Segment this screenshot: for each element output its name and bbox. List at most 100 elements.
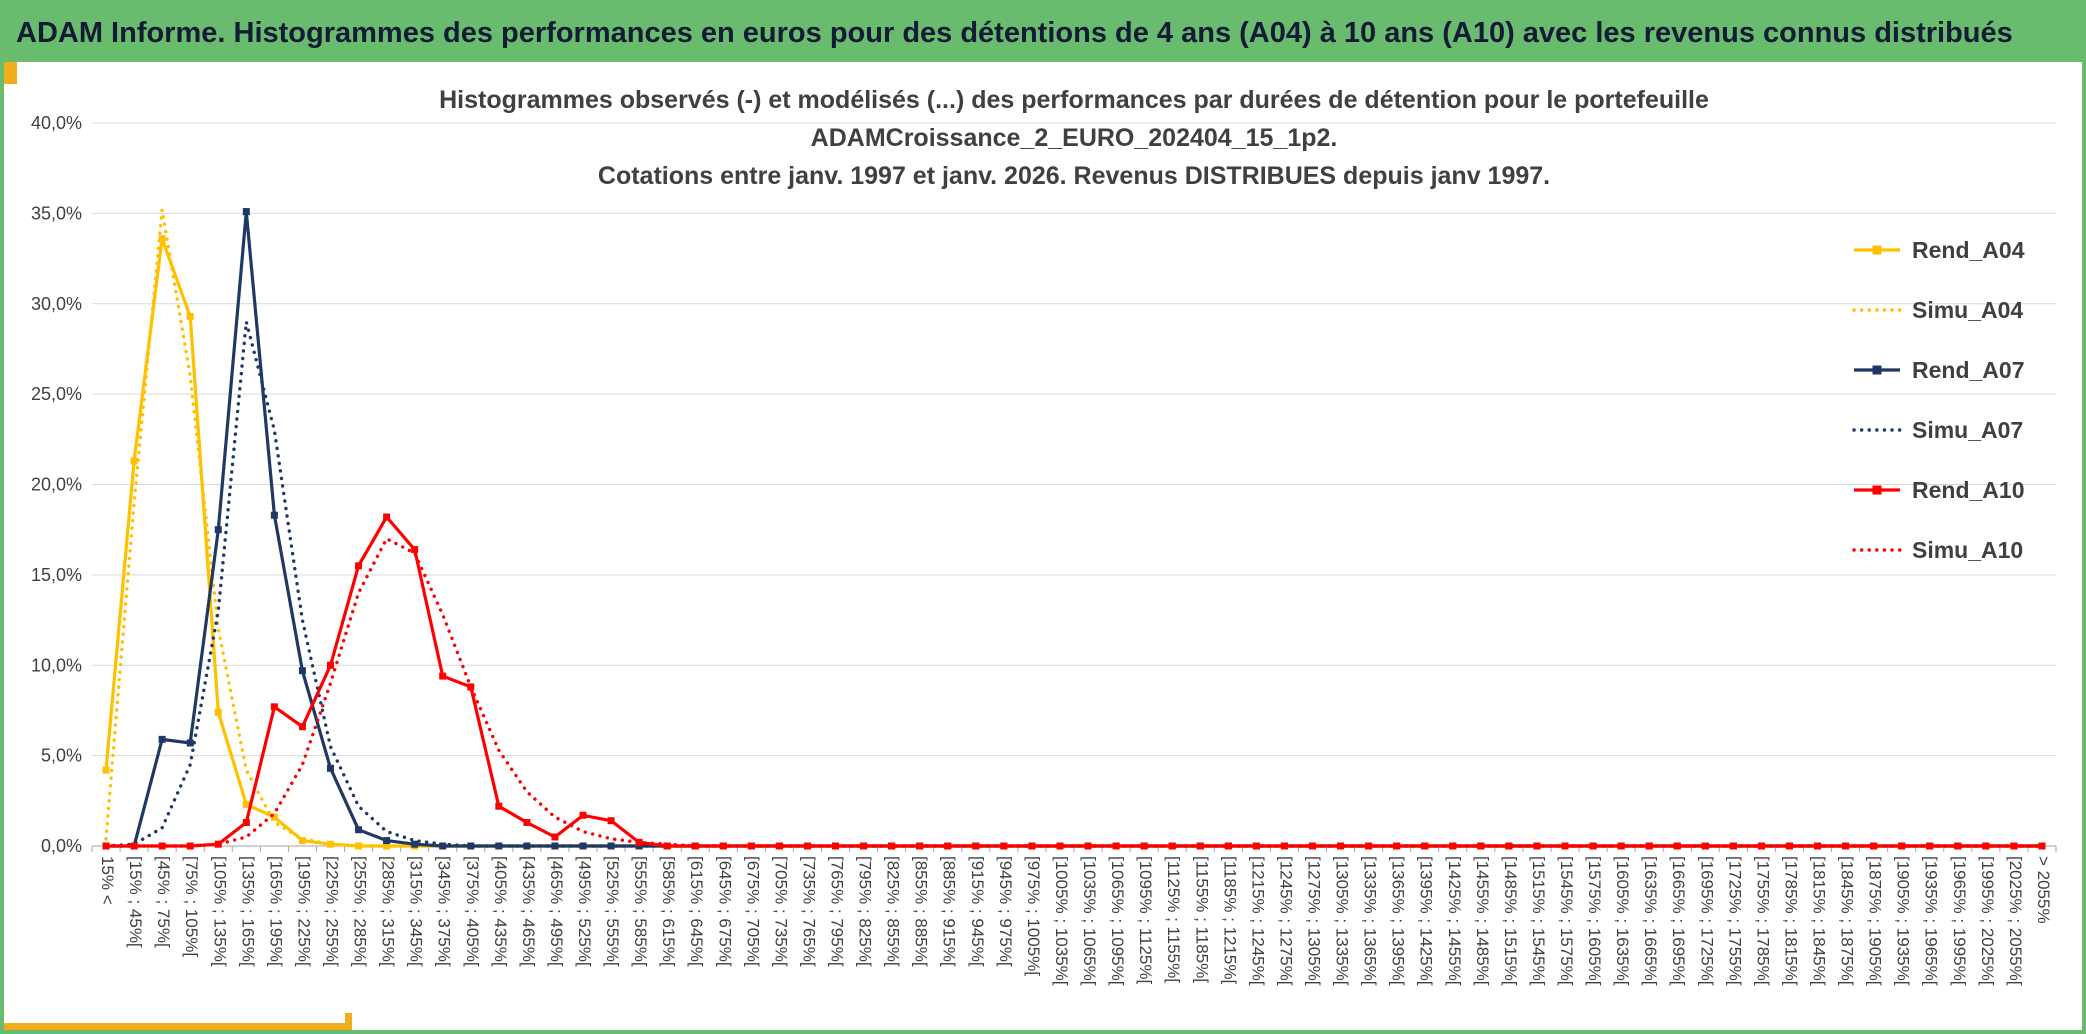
legend-item-simu_a04: Simu_A04 (1852, 297, 2023, 323)
x-tick-label: [15% ; 45%[ (126, 856, 145, 948)
chart-region: 0,0% 5,0% 10,0% 15,0% 20,0% 25,0% 30,0% 35,0% 40… (4, 62, 2082, 1030)
series-marker (158, 235, 166, 243)
x-tick-label: [1275% ; 1305%[ (1304, 856, 1323, 986)
x-tick-label: [165% ; 195%[ (266, 856, 285, 967)
x-tick-label: [855% ; 885%[ (912, 856, 931, 967)
x-tick-label: [1545% ; 1575%[ (1557, 856, 1576, 986)
series-marker (523, 819, 531, 827)
series-marker (1337, 842, 1345, 850)
x-tick-label: [1485% ; 1515%[ (1501, 856, 1520, 986)
y-tick-label: 40,0% (31, 113, 82, 133)
x-tick-label: [435% ; 465%[ (519, 856, 538, 967)
legend-label: Rend_A10 (1912, 477, 2024, 503)
gridlines (92, 122, 2056, 847)
x-tick-label: [1875% ; 1905%[ (1866, 856, 1885, 986)
x-tick-label: [1995% ; 2025%[ (1978, 856, 1997, 986)
x-tick-label: [255% ; 285%[ (351, 856, 370, 967)
series-marker (1168, 842, 1176, 850)
series-rend_a07 (102, 208, 2046, 850)
sheet-header-title: ADAM Informe. Histogrammes des performan… (16, 16, 2013, 49)
series-marker (326, 840, 334, 848)
x-tick-label: [735% ; 765%[ (799, 856, 818, 967)
x-tick-label: [1305% ; 1335%[ (1333, 856, 1352, 986)
x-tick-label: [75% ; 105%[ (182, 856, 201, 957)
series-marker (607, 842, 615, 850)
series-marker (326, 661, 334, 669)
series-marker (270, 511, 278, 519)
x-tick-label: [1755% ; 1785%[ (1753, 856, 1772, 986)
series-marker (1898, 842, 1906, 850)
x-tick-label: [1815% ; 1845%[ (1810, 856, 1829, 986)
legend-label: Rend_A04 (1912, 237, 2025, 263)
x-tick-label: [645% ; 675%[ (715, 856, 734, 967)
x-tick-label: [45% ; 75%[ (154, 856, 173, 948)
series-marker (214, 526, 222, 534)
series-marker (579, 811, 587, 819)
x-tick-label: [1065% ; 1095%[ (1108, 856, 1127, 986)
series-marker (2038, 842, 2046, 850)
sheet-header: ADAM Informe. Histogrammes des performan… (4, 4, 2082, 62)
x-tick-label: [1695% ; 1725%[ (1697, 856, 1716, 986)
x-tick-label: [345% ; 375%[ (435, 856, 454, 967)
series-marker (1000, 842, 1008, 850)
series-marker (242, 800, 250, 808)
series-marker (158, 735, 166, 743)
series-marker (270, 703, 278, 711)
x-tick-label: [525% ; 555%[ (603, 856, 622, 967)
x-tick-label: [1005% ; 1035%[ (1052, 856, 1071, 986)
legend-label: Simu_A07 (1912, 417, 2023, 443)
series-marker (1870, 842, 1878, 850)
series-marker (1701, 842, 1709, 850)
x-tick-label: [225% ; 255%[ (322, 856, 341, 967)
series-marker (355, 826, 363, 834)
series-marker (102, 766, 110, 774)
series-marker (439, 672, 447, 680)
gold-accent-tab (4, 62, 17, 84)
x-tick-label: [465% ; 495%[ (547, 856, 566, 967)
y-tick-label: 25,0% (31, 384, 82, 404)
legend-item-simu_a07: Simu_A07 (1852, 417, 2023, 443)
x-tick-label: [1575% ; 1605%[ (1585, 856, 1604, 986)
series-rend_a04 (102, 235, 2046, 850)
x-tick-label: [285% ; 315%[ (379, 856, 398, 967)
series-marker (1814, 842, 1822, 850)
series-marker (298, 667, 306, 675)
series-marker (1505, 842, 1513, 850)
series-marker (1140, 842, 1148, 850)
x-tick-label: > 2055% (2034, 856, 2053, 924)
legend-item-simu_a10: Simu_A10 (1852, 537, 2023, 563)
x-tick-label: [1335% ; 1365%[ (1361, 856, 1380, 986)
x-tick-label: [135% ; 165%[ (238, 856, 257, 967)
chart-legend: Rend_A04 Simu_A04 Rend_A07 Simu_A07 Rend_A10… (1852, 237, 2025, 563)
series-rend_a10 (102, 513, 2046, 850)
series-line-rend_a10 (106, 514, 2042, 848)
x-axis-labels: 15% < [15% ; 45%[[45% ; 75%[[75% ; 105%[[… (98, 856, 2053, 986)
series-marker (495, 842, 503, 850)
series-marker (1617, 842, 1625, 850)
x-tick-label: [1035% ; 1065%[ (1080, 856, 1099, 986)
x-tick-label: [1845% ; 1875%[ (1838, 856, 1857, 986)
performance-histogram-chart[interactable]: 0,0% 5,0% 10,0% 15,0% 20,0% 25,0% 30,0% 35,0% 40… (4, 62, 2082, 1030)
x-tick-label: [315% ; 345%[ (407, 856, 426, 967)
x-tick-label: [1515% ; 1545%[ (1529, 856, 1548, 986)
series-marker (1785, 842, 1793, 850)
legend-label: Simu_A04 (1912, 297, 2023, 323)
x-tick-label: [1095% ; 1125%[ (1136, 856, 1155, 984)
x-tick-label: [1155% ; 1185%[ (1192, 856, 1211, 983)
y-tick-label: 5,0% (41, 746, 82, 766)
x-tick-label: [1965% ; 1995%[ (1950, 856, 1969, 986)
x-tick-label: [615% ; 645%[ (687, 856, 706, 967)
series-marker (1982, 842, 1990, 850)
x-tick-label: [675% ; 705%[ (743, 856, 762, 967)
series-marker (495, 802, 503, 810)
chart-title: Histogrammes observés (-) et modélisés (… (439, 86, 1709, 190)
x-tick-label: [885% ; 915%[ (940, 856, 959, 967)
legend-marker (1872, 365, 1882, 375)
series-marker (355, 562, 363, 570)
series-marker (1252, 842, 1260, 850)
x-tick-label: [1425% ; 1455%[ (1445, 856, 1464, 986)
series-marker (355, 842, 363, 850)
x-tick-label: [705% ; 735%[ (771, 856, 790, 967)
series-marker (214, 708, 222, 716)
